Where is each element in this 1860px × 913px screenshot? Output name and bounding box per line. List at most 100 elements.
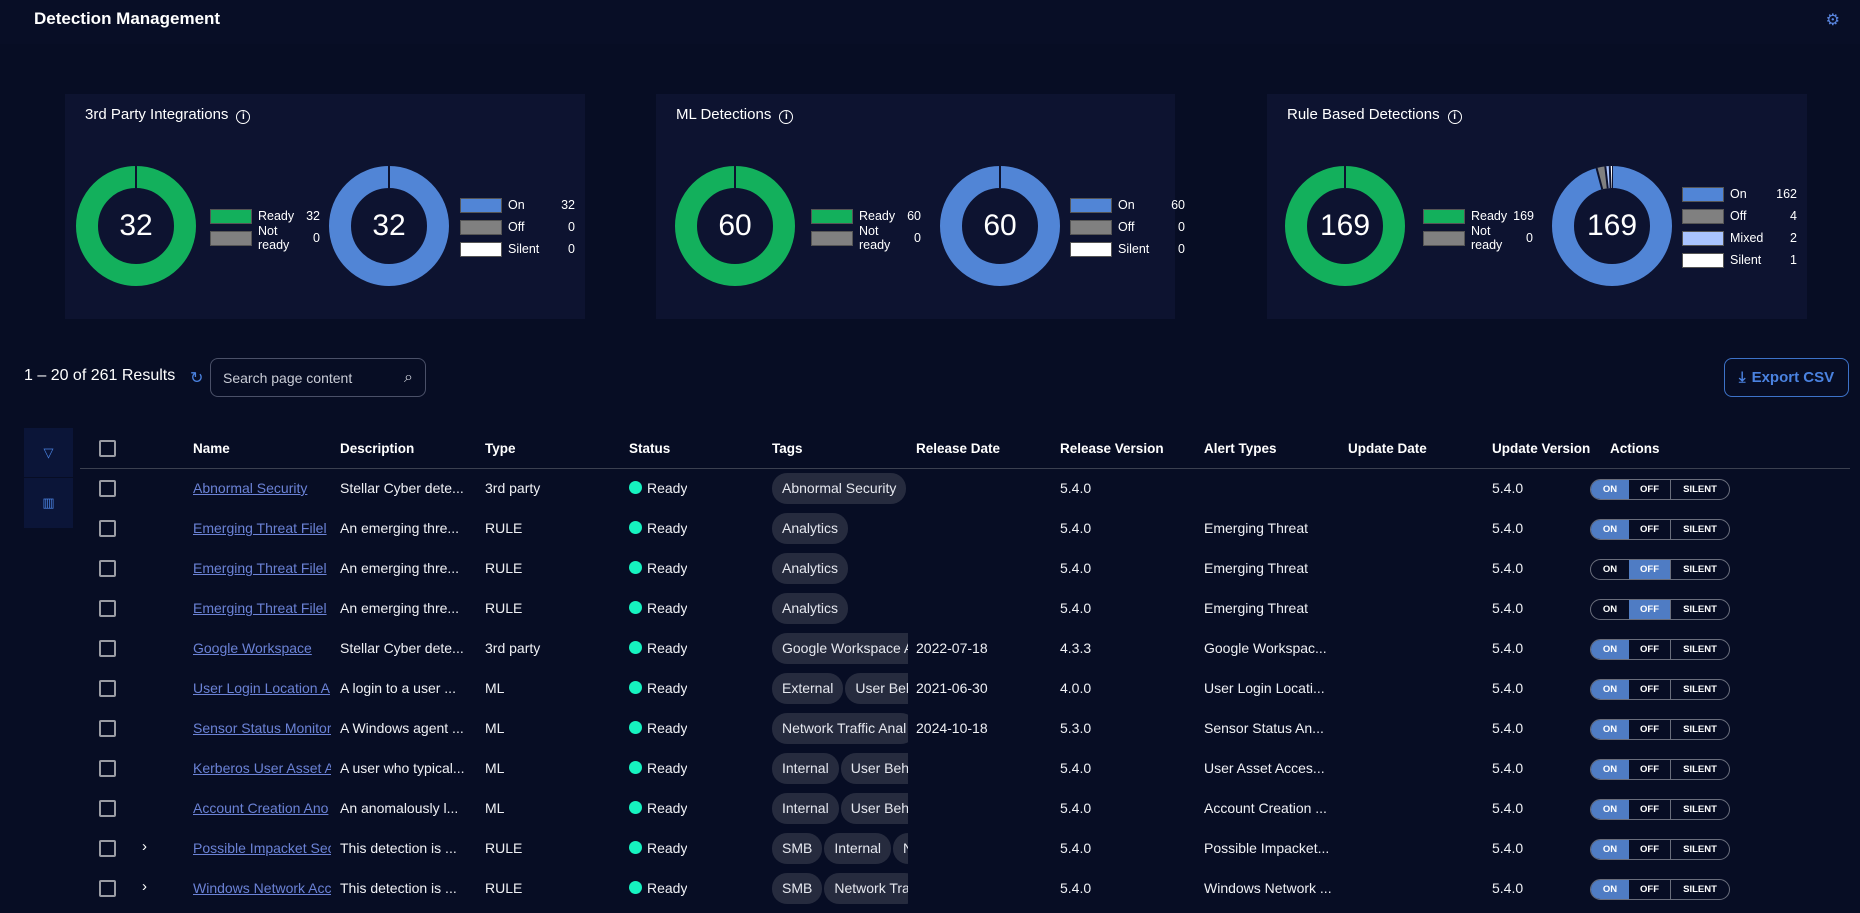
column-header[interactable]: Status bbox=[629, 441, 671, 456]
state-toggle[interactable]: ON OFF SILENT bbox=[1590, 799, 1730, 820]
table-row[interactable]: Emerging Threat Filel An emerging thre..… bbox=[80, 549, 1850, 589]
toggle-silent[interactable]: SILENT bbox=[1683, 724, 1717, 735]
table-row[interactable]: › Windows Network Acc This detection is … bbox=[80, 869, 1850, 909]
columns-icon[interactable]: ▥ bbox=[42, 495, 55, 510]
toggle-off[interactable]: OFF bbox=[1629, 880, 1671, 899]
state-toggle[interactable]: ON OFF SILENT bbox=[1590, 559, 1730, 580]
state-toggle[interactable]: ON OFF SILENT bbox=[1590, 679, 1730, 700]
toggle-off[interactable]: OFF bbox=[1629, 840, 1671, 859]
toggle-on[interactable]: ON bbox=[1591, 640, 1629, 659]
row-checkbox[interactable] bbox=[99, 760, 116, 777]
toggle-on[interactable]: ON bbox=[1591, 800, 1629, 819]
detection-name-link[interactable]: Google Workspace bbox=[193, 640, 312, 656]
search-input[interactable]: Search page content ⌕ bbox=[210, 358, 426, 397]
toggle-silent[interactable]: SILENT bbox=[1683, 844, 1717, 855]
detection-name-link[interactable]: Emerging Threat Filel bbox=[193, 560, 327, 576]
toggle-silent[interactable]: SILENT bbox=[1683, 684, 1717, 695]
info-icon[interactable]: i bbox=[236, 110, 251, 124]
column-header[interactable]: Release Version bbox=[1060, 441, 1164, 456]
toggle-silent[interactable]: SILENT bbox=[1683, 564, 1717, 575]
column-header[interactable]: Tags bbox=[772, 441, 803, 456]
table-row[interactable]: Google Workspace Stellar Cyber dete... 3… bbox=[80, 629, 1850, 669]
toggle-off[interactable]: OFF bbox=[1629, 560, 1671, 579]
chevron-right-icon[interactable]: › bbox=[142, 838, 147, 855]
toggle-off[interactable]: OFF bbox=[1629, 760, 1671, 779]
toggle-silent[interactable]: SILENT bbox=[1683, 804, 1717, 815]
toggle-silent[interactable]: SILENT bbox=[1683, 484, 1717, 495]
row-checkbox[interactable] bbox=[99, 600, 116, 617]
state-toggle[interactable]: ON OFF SILENT bbox=[1590, 639, 1730, 660]
detection-name-link[interactable]: Possible Impacket Sec bbox=[193, 840, 331, 856]
row-checkbox[interactable] bbox=[99, 800, 116, 817]
toggle-on[interactable]: ON bbox=[1591, 760, 1629, 779]
detection-name-link[interactable]: Account Creation Ano bbox=[193, 800, 329, 816]
toggle-on[interactable]: ON bbox=[1591, 520, 1629, 539]
toggle-on[interactable]: ON bbox=[1591, 880, 1629, 899]
row-checkbox[interactable] bbox=[99, 640, 116, 657]
toggle-on[interactable]: ON bbox=[1591, 840, 1629, 859]
row-checkbox[interactable] bbox=[99, 840, 116, 857]
state-toggle[interactable]: ON OFF SILENT bbox=[1590, 759, 1730, 780]
row-checkbox[interactable] bbox=[99, 480, 116, 497]
toggle-silent[interactable]: SILENT bbox=[1683, 644, 1717, 655]
state-toggle[interactable]: ON OFF SILENT bbox=[1590, 519, 1730, 540]
search-icon[interactable]: ⌕ bbox=[404, 368, 413, 386]
toggle-off[interactable]: OFF bbox=[1629, 680, 1671, 699]
table-row[interactable]: Account Creation Ano An anomalously l...… bbox=[80, 789, 1850, 829]
toggle-off[interactable]: OFF bbox=[1629, 600, 1671, 619]
table-row[interactable]: Emerging Threat Filel An emerging thre..… bbox=[80, 509, 1850, 549]
state-toggle[interactable]: ON OFF SILENT bbox=[1590, 839, 1730, 860]
refresh-icon[interactable]: ↻ bbox=[190, 370, 204, 387]
state-toggle[interactable]: ON OFF SILENT bbox=[1590, 599, 1730, 620]
toggle-on[interactable]: ON bbox=[1591, 720, 1629, 739]
state-toggle[interactable]: ON OFF SILENT bbox=[1590, 479, 1730, 500]
table-row[interactable]: Abnormal Security Stellar Cyber dete... … bbox=[80, 469, 1850, 509]
toggle-off[interactable]: OFF bbox=[1629, 720, 1671, 739]
row-checkbox[interactable] bbox=[99, 880, 116, 897]
toggle-off[interactable]: OFF bbox=[1629, 640, 1671, 659]
detection-name-link[interactable]: User Login Location A bbox=[193, 680, 330, 696]
table-row[interactable]: Kerberos User Asset A A user who typical… bbox=[80, 749, 1850, 789]
detection-name-link[interactable]: Abnormal Security bbox=[193, 480, 308, 496]
column-header[interactable]: Update Date bbox=[1348, 441, 1427, 456]
row-checkbox[interactable] bbox=[99, 720, 116, 737]
detection-name-link[interactable]: Emerging Threat Filel bbox=[193, 520, 327, 536]
chevron-right-icon[interactable]: › bbox=[142, 878, 147, 895]
toggle-on[interactable]: ON bbox=[1591, 680, 1629, 699]
row-checkbox[interactable] bbox=[99, 520, 116, 537]
table-row[interactable]: › Possible Impacket Sec This detection i… bbox=[80, 829, 1850, 869]
state-toggle[interactable]: ON OFF SILENT bbox=[1590, 719, 1730, 740]
toggle-silent[interactable]: SILENT bbox=[1683, 884, 1717, 895]
toggle-silent[interactable]: SILENT bbox=[1683, 524, 1717, 535]
table-row[interactable]: Sensor Status Monitor A Windows agent ..… bbox=[80, 709, 1850, 749]
table-row[interactable]: User Login Location A A login to a user … bbox=[80, 669, 1850, 709]
table-row[interactable]: Emerging Threat Filel An emerging thre..… bbox=[80, 589, 1850, 629]
column-header[interactable]: Actions bbox=[1610, 441, 1660, 456]
export-csv-button[interactable]: ⤓ Export CSV bbox=[1724, 358, 1849, 397]
row-checkbox[interactable] bbox=[99, 680, 116, 697]
column-header[interactable]: Description bbox=[340, 441, 415, 456]
column-header[interactable]: Alert Types bbox=[1204, 441, 1277, 456]
column-header[interactable]: Release Date bbox=[916, 441, 1001, 456]
toggle-on[interactable]: ON bbox=[1602, 604, 1618, 615]
state-toggle[interactable]: ON OFF SILENT bbox=[1590, 879, 1730, 900]
info-icon[interactable]: i bbox=[779, 110, 794, 124]
toggle-off[interactable]: OFF bbox=[1629, 480, 1671, 499]
column-header[interactable]: Update Version bbox=[1492, 441, 1591, 456]
filter-icon[interactable]: ▽ bbox=[24, 428, 73, 478]
select-all-checkbox[interactable] bbox=[99, 440, 116, 457]
column-header[interactable]: Type bbox=[485, 441, 516, 456]
info-icon[interactable]: i bbox=[1447, 110, 1462, 124]
toggle-off[interactable]: OFF bbox=[1629, 800, 1671, 819]
detection-name-link[interactable]: Emerging Threat Filel bbox=[193, 600, 327, 616]
gear-icon[interactable]: ⚙ bbox=[1825, 12, 1840, 29]
toggle-silent[interactable]: SILENT bbox=[1683, 764, 1717, 775]
toggle-off[interactable]: OFF bbox=[1629, 520, 1671, 539]
toggle-on[interactable]: ON bbox=[1591, 480, 1629, 499]
detection-name-link[interactable]: Windows Network Acc bbox=[193, 880, 331, 896]
row-checkbox[interactable] bbox=[99, 560, 116, 577]
column-header[interactable]: Name bbox=[193, 441, 230, 456]
toggle-silent[interactable]: SILENT bbox=[1683, 604, 1717, 615]
detection-name-link[interactable]: Kerberos User Asset A bbox=[193, 760, 331, 776]
detection-name-link[interactable]: Sensor Status Monitor bbox=[193, 720, 331, 736]
